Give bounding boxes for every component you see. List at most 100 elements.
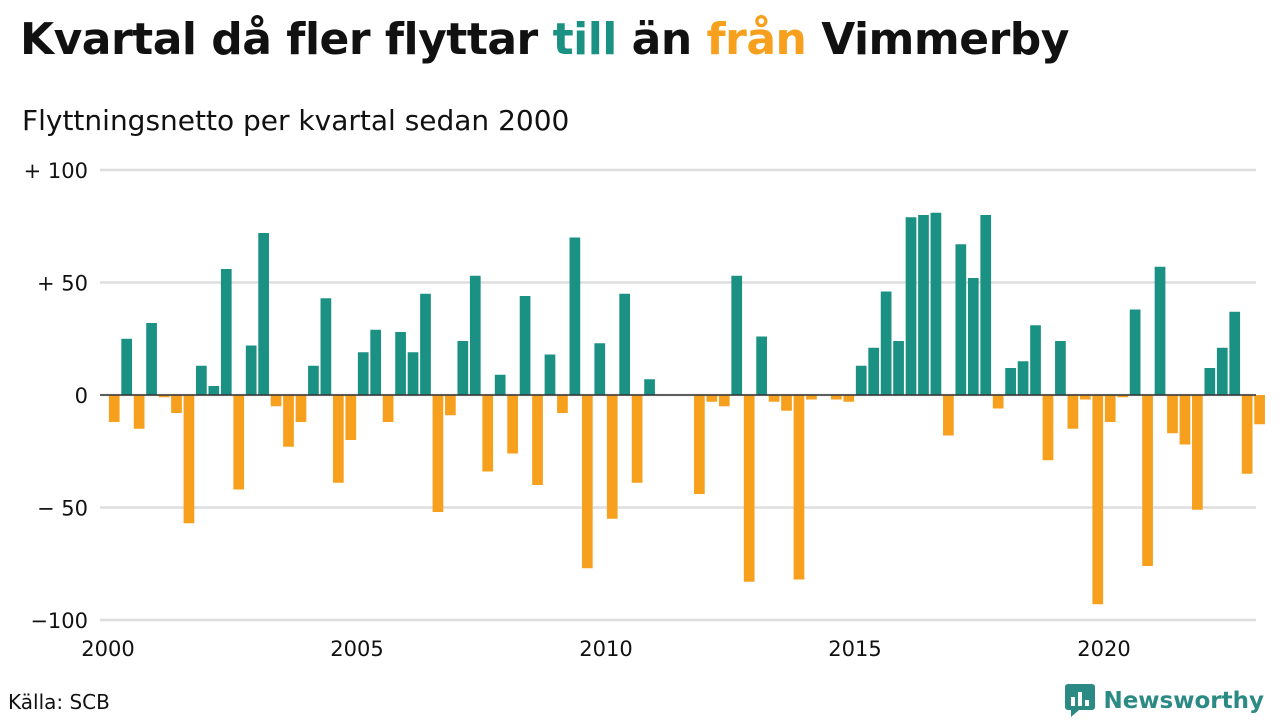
bar-2020Q1: [1104, 395, 1116, 422]
bar-2001Q3: [183, 395, 195, 524]
bar-2005Q2: [370, 329, 382, 395]
chart-title: Kvartal då fler flyttar till än från Vim…: [20, 14, 1069, 65]
source-note: Källa: SCB: [8, 690, 110, 714]
bar-2019Q1: [1055, 341, 1066, 395]
title-part-1: Kvartal då fler flyttar: [20, 14, 553, 65]
bar-2017Q1: [955, 244, 967, 395]
bar-2002Q3: [233, 395, 245, 490]
bar-2010Q1: [606, 395, 618, 519]
bar-2000Q2: [121, 338, 133, 395]
y-tick-label: −100: [30, 609, 88, 633]
bar-2023Q1: [1254, 395, 1265, 425]
bar-2009Q3: [581, 395, 593, 569]
bar-2016Q3: [930, 212, 942, 395]
bar-2009Q1: [557, 395, 568, 413]
bar-2001Q2: [171, 395, 182, 413]
bar-2009Q4: [594, 343, 606, 395]
bar-2003Q2: [270, 395, 282, 407]
brand-name: Newsworthy: [1103, 688, 1264, 714]
bar-2018Q3: [1030, 325, 1041, 395]
newsworthy-logo-icon: [1065, 684, 1096, 717]
bar-2008Q3: [532, 395, 543, 485]
bar-2021Q3: [1179, 395, 1191, 445]
y-tick-label: + 100: [24, 159, 88, 183]
bar-2002Q2: [220, 269, 232, 395]
bar-2004Q1: [308, 365, 319, 395]
x-tick-label: 2000: [81, 637, 134, 661]
bar-2009Q2: [569, 237, 581, 395]
bar-2012Q3: [731, 275, 743, 395]
bar-2008Q1: [507, 395, 518, 454]
bar-2021Q2: [1167, 395, 1178, 434]
bar-2003Q3: [283, 395, 294, 447]
bar-2019Q3: [1079, 395, 1091, 400]
bar-2016Q4: [943, 395, 954, 436]
title-word-fran: från: [706, 14, 807, 65]
y-axis-labels: + 100 + 50 0 − 50 −100: [24, 159, 88, 633]
y-tick-label: 0: [75, 384, 88, 408]
title-part-5: Vimmerby: [806, 14, 1069, 65]
title-word-till: till: [552, 14, 618, 65]
bar-2017Q4: [992, 395, 1004, 409]
bar-2008Q4: [544, 354, 556, 395]
bar-2002Q1: [208, 386, 220, 395]
newsworthy-brand[interactable]: Newsworthy: [1065, 683, 1264, 719]
bar-2019Q2: [1067, 395, 1079, 429]
bar-2022Q1: [1204, 368, 1216, 395]
bar-2010Q2: [619, 293, 631, 395]
y-tick-label: − 50: [37, 497, 88, 521]
x-tick-label: 2005: [330, 637, 383, 661]
bar-2020Q2: [1117, 395, 1129, 398]
bar-2012Q4: [743, 395, 755, 582]
bar-2008Q2: [519, 296, 531, 395]
bar-2006Q4: [445, 395, 456, 416]
bar-2015Q1: [855, 365, 867, 395]
bar-2021Q4: [1192, 395, 1203, 510]
bar-2022Q4: [1241, 395, 1253, 474]
bar-2018Q4: [1042, 395, 1054, 461]
bar-2015Q2: [868, 347, 880, 395]
bar-2014Q4: [843, 395, 855, 402]
bar-2004Q3: [332, 395, 344, 483]
chart-subtitle: Flyttningsnetto per kvartal sedan 2000: [22, 104, 570, 137]
bar-2001Q1: [158, 395, 170, 398]
bar-2012Q2: [718, 395, 730, 407]
bar-2004Q4: [345, 395, 357, 440]
bar-2013Q2: [768, 395, 780, 402]
bar-2019Q4: [1092, 395, 1104, 605]
bar-2013Q4: [793, 395, 805, 580]
bar-2022Q3: [1229, 311, 1241, 395]
x-tick-label: 2015: [828, 637, 881, 661]
bar-2010Q4: [644, 379, 655, 395]
bar-2020Q4: [1142, 395, 1153, 566]
bar-2022Q2: [1216, 347, 1228, 395]
bar-2007Q1: [457, 341, 469, 395]
bar-2012Q1: [706, 395, 718, 402]
x-tick-label: 2020: [1077, 637, 1130, 661]
bar-2018Q2: [1017, 361, 1029, 395]
bar-2014Q3: [830, 395, 842, 400]
y-tick-label: + 50: [37, 272, 88, 296]
x-tick-label: 2010: [579, 637, 632, 661]
bar-2016Q1: [905, 217, 917, 395]
bar-2007Q4: [494, 374, 506, 395]
bar-2002Q4: [245, 345, 257, 395]
bar-2005Q1: [357, 352, 369, 395]
bar-2007Q2: [469, 275, 481, 395]
title-part-3: än: [616, 14, 707, 65]
bar-2000Q4: [146, 323, 157, 395]
bar-2007Q3: [482, 395, 494, 472]
bar-2003Q4: [295, 395, 307, 422]
bar-2015Q3: [880, 291, 892, 395]
bar-2000Q3: [133, 395, 145, 429]
bar-2006Q3: [432, 395, 444, 512]
bar-2017Q2: [967, 278, 979, 395]
bar-2005Q4: [395, 332, 406, 395]
bar-2001Q4: [196, 365, 207, 395]
bar-2014Q1: [806, 395, 817, 400]
bar-2006Q2: [420, 293, 431, 395]
bar-2017Q3: [980, 215, 992, 395]
bar-2005Q3: [382, 395, 394, 422]
bar-2006Q1: [407, 352, 419, 395]
